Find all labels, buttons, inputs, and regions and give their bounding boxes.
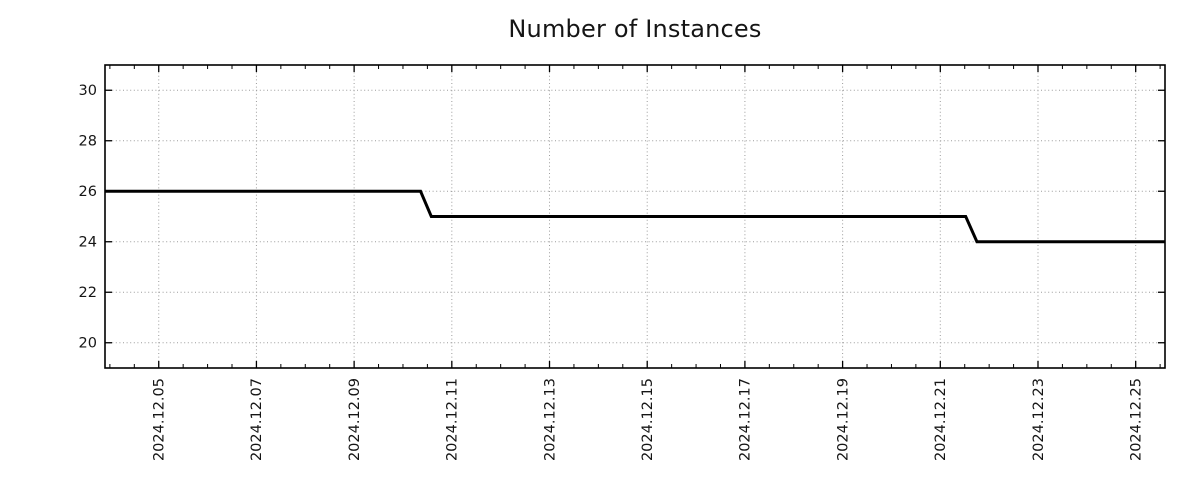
instances-line — [105, 189, 1165, 244]
chart-title: Number of Instances — [508, 15, 762, 43]
x-tick-label: 2024.12.09 — [347, 378, 363, 461]
plot-frame — [104, 64, 1166, 369]
x-tick-label: 2024.12.19 — [835, 378, 851, 461]
y-tick-label: 30 — [79, 83, 97, 99]
x-tick-label: 2024.12.07 — [249, 378, 265, 461]
y-tick-label: 28 — [79, 134, 97, 150]
x-tick-label: 2024.12.25 — [1128, 378, 1144, 461]
x-tick-label: 2024.12.13 — [542, 378, 558, 461]
x-tick-label: 2024.12.15 — [640, 378, 656, 461]
x-tick-label: 2024.12.23 — [1031, 378, 1047, 461]
x-tick-label: 2024.12.11 — [445, 378, 461, 461]
y-tick-label: 26 — [79, 184, 97, 200]
y-tick-label: 20 — [79, 336, 97, 352]
x-tick-label: 2024.12.05 — [152, 378, 168, 461]
x-tick-label: 2024.12.17 — [738, 378, 754, 461]
x-tick-label: 2024.12.21 — [933, 378, 949, 461]
y-tick-label: 22 — [79, 285, 97, 301]
y-tick-label: 24 — [79, 235, 97, 251]
